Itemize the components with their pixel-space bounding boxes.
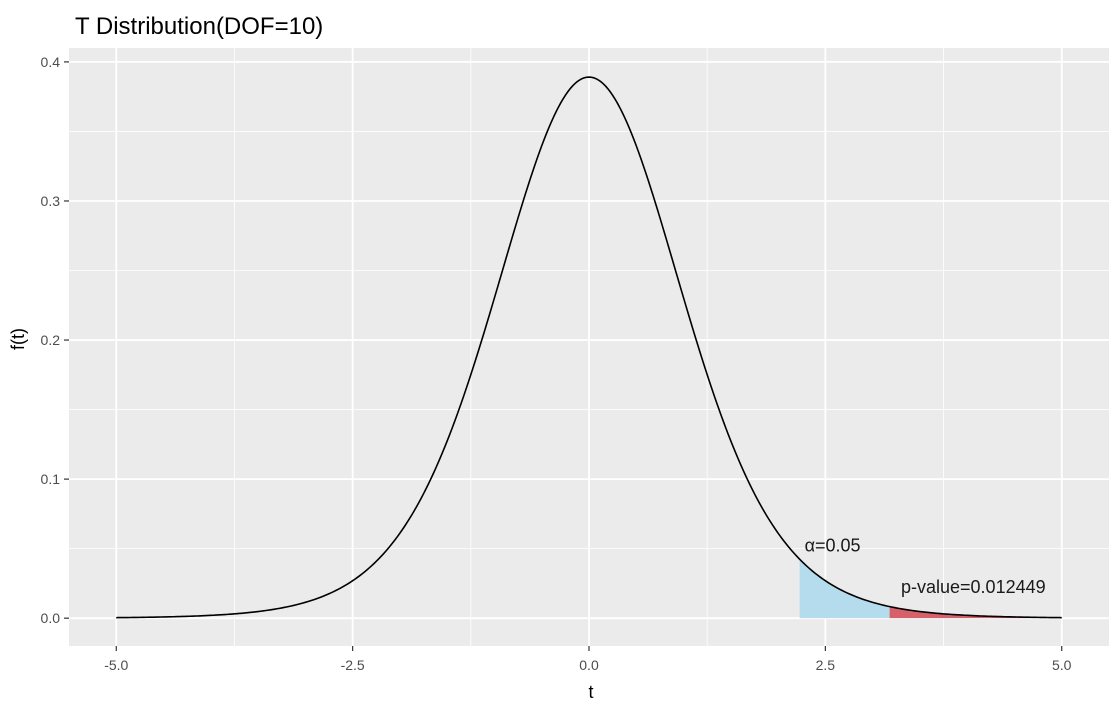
shaded-region-alpha bbox=[799, 559, 1062, 619]
x-tick-label: 5.0 bbox=[1052, 657, 1072, 673]
x-tick-label: -5.0 bbox=[104, 657, 128, 673]
x-tick-label: 0.0 bbox=[579, 657, 599, 673]
y-tick-label: 0.2 bbox=[41, 332, 61, 348]
major-gridlines bbox=[69, 48, 1109, 646]
y-tick-label: 0.4 bbox=[41, 54, 61, 70]
y-axis-title: f(t) bbox=[8, 328, 28, 350]
y-tick-label: 0.1 bbox=[41, 471, 61, 487]
annotation-p-value: p-value=0.012449 bbox=[901, 577, 1046, 597]
chart-title: T Distribution(DOF=10) bbox=[75, 13, 323, 40]
annotations: α=0.05 p-value=0.012449 bbox=[805, 535, 1046, 597]
annotation-alpha: α=0.05 bbox=[805, 535, 861, 555]
y-axis-ticks: 0.0 0.1 0.2 0.3 0.4 bbox=[41, 54, 69, 626]
y-tick-label: 0.0 bbox=[41, 610, 61, 626]
density-curve bbox=[116, 76, 1062, 619]
shaded-region-p-value bbox=[889, 606, 1034, 619]
y-tick-label: 0.3 bbox=[41, 193, 61, 209]
x-axis-ticks: -5.0 -2.5 0.0 2.5 5.0 bbox=[104, 646, 1072, 673]
x-tick-label: -2.5 bbox=[341, 657, 365, 673]
x-tick-label: 2.5 bbox=[816, 657, 836, 673]
x-axis-title: t bbox=[588, 682, 593, 702]
shaded-regions bbox=[799, 559, 1062, 619]
